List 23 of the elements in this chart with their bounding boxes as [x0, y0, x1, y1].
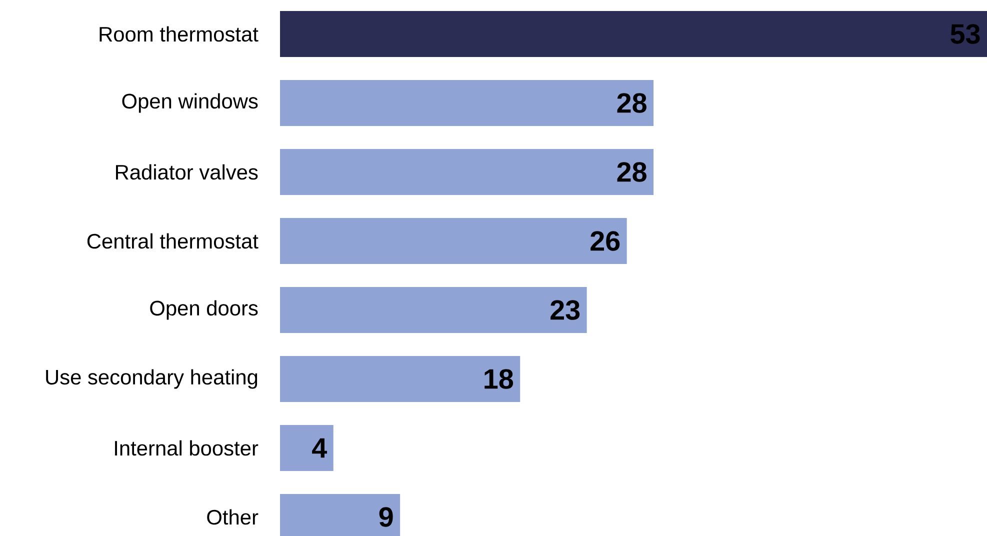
bar — [280, 356, 520, 402]
y-tick-label: Central thermostat — [87, 233, 258, 249]
data-label: 4 — [312, 438, 328, 458]
bar — [280, 148, 654, 195]
bar — [280, 286, 587, 333]
bar — [280, 10, 987, 57]
y-tick-label: Open windows — [122, 93, 258, 113]
y-tick-label: Radiator valves — [116, 164, 258, 180]
data-label: 26 — [590, 231, 620, 251]
bar — [280, 80, 654, 126]
y-tick-label: Open doors — [150, 300, 258, 320]
bar — [280, 218, 627, 264]
data-label: 28 — [617, 162, 646, 182]
data-label: 53 — [950, 24, 980, 44]
y-tick-label: Room thermostat — [100, 26, 258, 42]
data-label: 9 — [379, 507, 393, 527]
data-label: 28 — [617, 93, 646, 113]
bar — [280, 424, 334, 471]
y-tick-label: Internal booster — [115, 440, 258, 456]
y-tick-label: Other — [207, 509, 258, 525]
data-label: 23 — [550, 300, 580, 320]
data-label: 18 — [484, 369, 514, 389]
y-tick-label: Use secondary heating — [46, 369, 258, 389]
